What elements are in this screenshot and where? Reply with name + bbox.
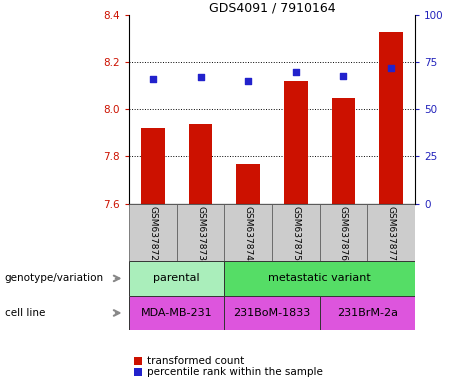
Point — [197, 74, 204, 81]
Bar — [141, 128, 165, 204]
Bar — [129, 296, 225, 330]
Bar — [129, 261, 225, 296]
Text: GSM637872: GSM637872 — [148, 207, 157, 261]
Title: GDS4091 / 7910164: GDS4091 / 7910164 — [209, 1, 335, 14]
Bar — [272, 204, 319, 261]
Text: GSM637877: GSM637877 — [387, 207, 396, 262]
Bar — [331, 98, 355, 204]
Text: GSM637875: GSM637875 — [291, 207, 300, 262]
Bar — [134, 356, 142, 365]
Bar — [367, 204, 415, 261]
Point — [292, 69, 300, 75]
Text: cell line: cell line — [5, 308, 45, 318]
Text: genotype/variation: genotype/variation — [5, 273, 104, 283]
Text: metastatic variant: metastatic variant — [268, 273, 371, 283]
Point — [149, 76, 157, 83]
Bar — [225, 261, 415, 296]
Bar — [319, 204, 367, 261]
Text: GSM637874: GSM637874 — [244, 207, 253, 261]
Bar — [189, 124, 213, 204]
Bar — [284, 81, 308, 204]
Text: GSM637876: GSM637876 — [339, 207, 348, 262]
Text: GSM637873: GSM637873 — [196, 207, 205, 262]
Bar — [129, 204, 177, 261]
Bar — [177, 204, 225, 261]
Point — [340, 73, 347, 79]
Text: 231BoM-1833: 231BoM-1833 — [233, 308, 311, 318]
Bar — [225, 296, 319, 330]
Point — [244, 78, 252, 84]
Point — [387, 65, 395, 71]
Text: parental: parental — [154, 273, 200, 283]
Text: 231BrM-2a: 231BrM-2a — [337, 308, 398, 318]
Bar — [319, 296, 415, 330]
Bar — [134, 368, 142, 376]
Bar — [379, 32, 403, 204]
Text: MDA-MB-231: MDA-MB-231 — [141, 308, 213, 318]
Text: transformed count: transformed count — [147, 356, 244, 366]
Text: percentile rank within the sample: percentile rank within the sample — [147, 367, 323, 377]
Bar — [236, 164, 260, 204]
Bar — [225, 204, 272, 261]
